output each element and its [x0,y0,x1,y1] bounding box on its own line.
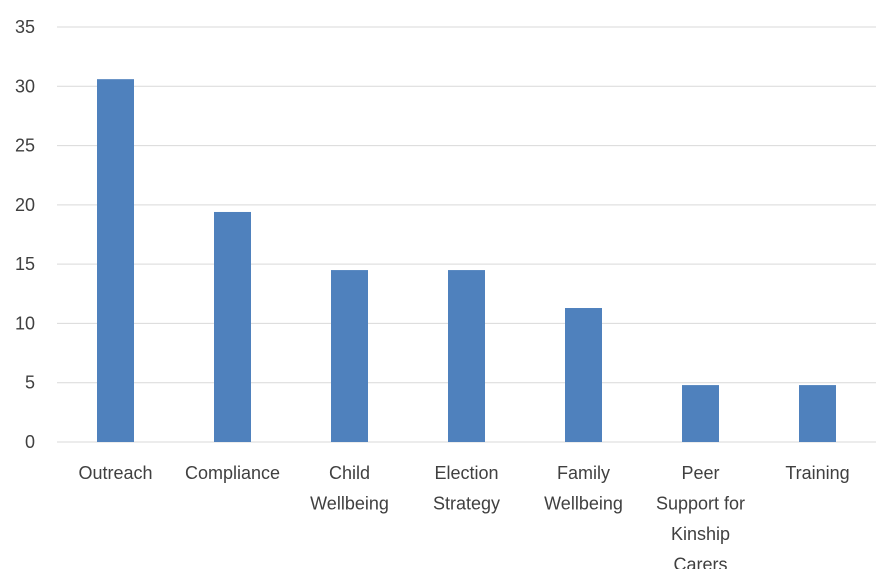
x-tick-label-line: Outreach [78,463,152,483]
x-tick-label-line: Support for [656,494,745,514]
x-tick-label: Child Wellbeing [310,463,389,514]
y-tick-label: 30 [15,76,35,96]
bar [97,79,134,443]
y-tick-label: 35 [15,17,35,37]
y-tick-label: 20 [15,195,35,215]
bar [565,308,602,442]
x-tick-label-line: Training [785,463,849,483]
y-tick-label: 25 [15,136,35,156]
x-tick-label-line: Wellbeing [544,494,623,514]
x-tick-label-line: Strategy [433,494,500,514]
bar [448,270,485,442]
bar [799,385,836,442]
bar [214,211,251,442]
x-tick-label-line: Compliance [185,463,280,483]
x-tick-label: Election Strategy [433,463,500,514]
x-axis-tick-labels: Outreach Compliance Child Wellbeing Election… [78,463,849,574]
bar [331,270,368,442]
y-axis-tick-labels: 0 5 10 15 20 25 30 35 [15,17,35,452]
x-tick-label: Family Wellbeing [544,463,623,514]
x-tick-label-line: Family [557,463,610,483]
y-tick-label: 10 [15,313,35,333]
x-tick-label-line: Wellbeing [310,494,389,514]
bars [97,79,836,443]
x-tick-label-line: Carers [673,555,727,570]
x-tick-label: Peer Support for Kinship Carers [656,463,745,569]
y-tick-label: 0 [25,432,35,452]
x-tick-label: Compliance [185,463,280,483]
x-tick-label-line: Child [329,463,370,483]
x-tick-label-line: Election [434,463,498,483]
x-tick-label: Training [785,463,849,483]
x-tick-label: Outreach [78,463,152,483]
y-tick-label: 15 [15,254,35,274]
bar [682,385,719,442]
x-tick-label-line: Kinship [671,524,730,544]
x-tick-label-line: Peer [681,463,719,483]
y-tick-label: 5 [25,373,35,393]
